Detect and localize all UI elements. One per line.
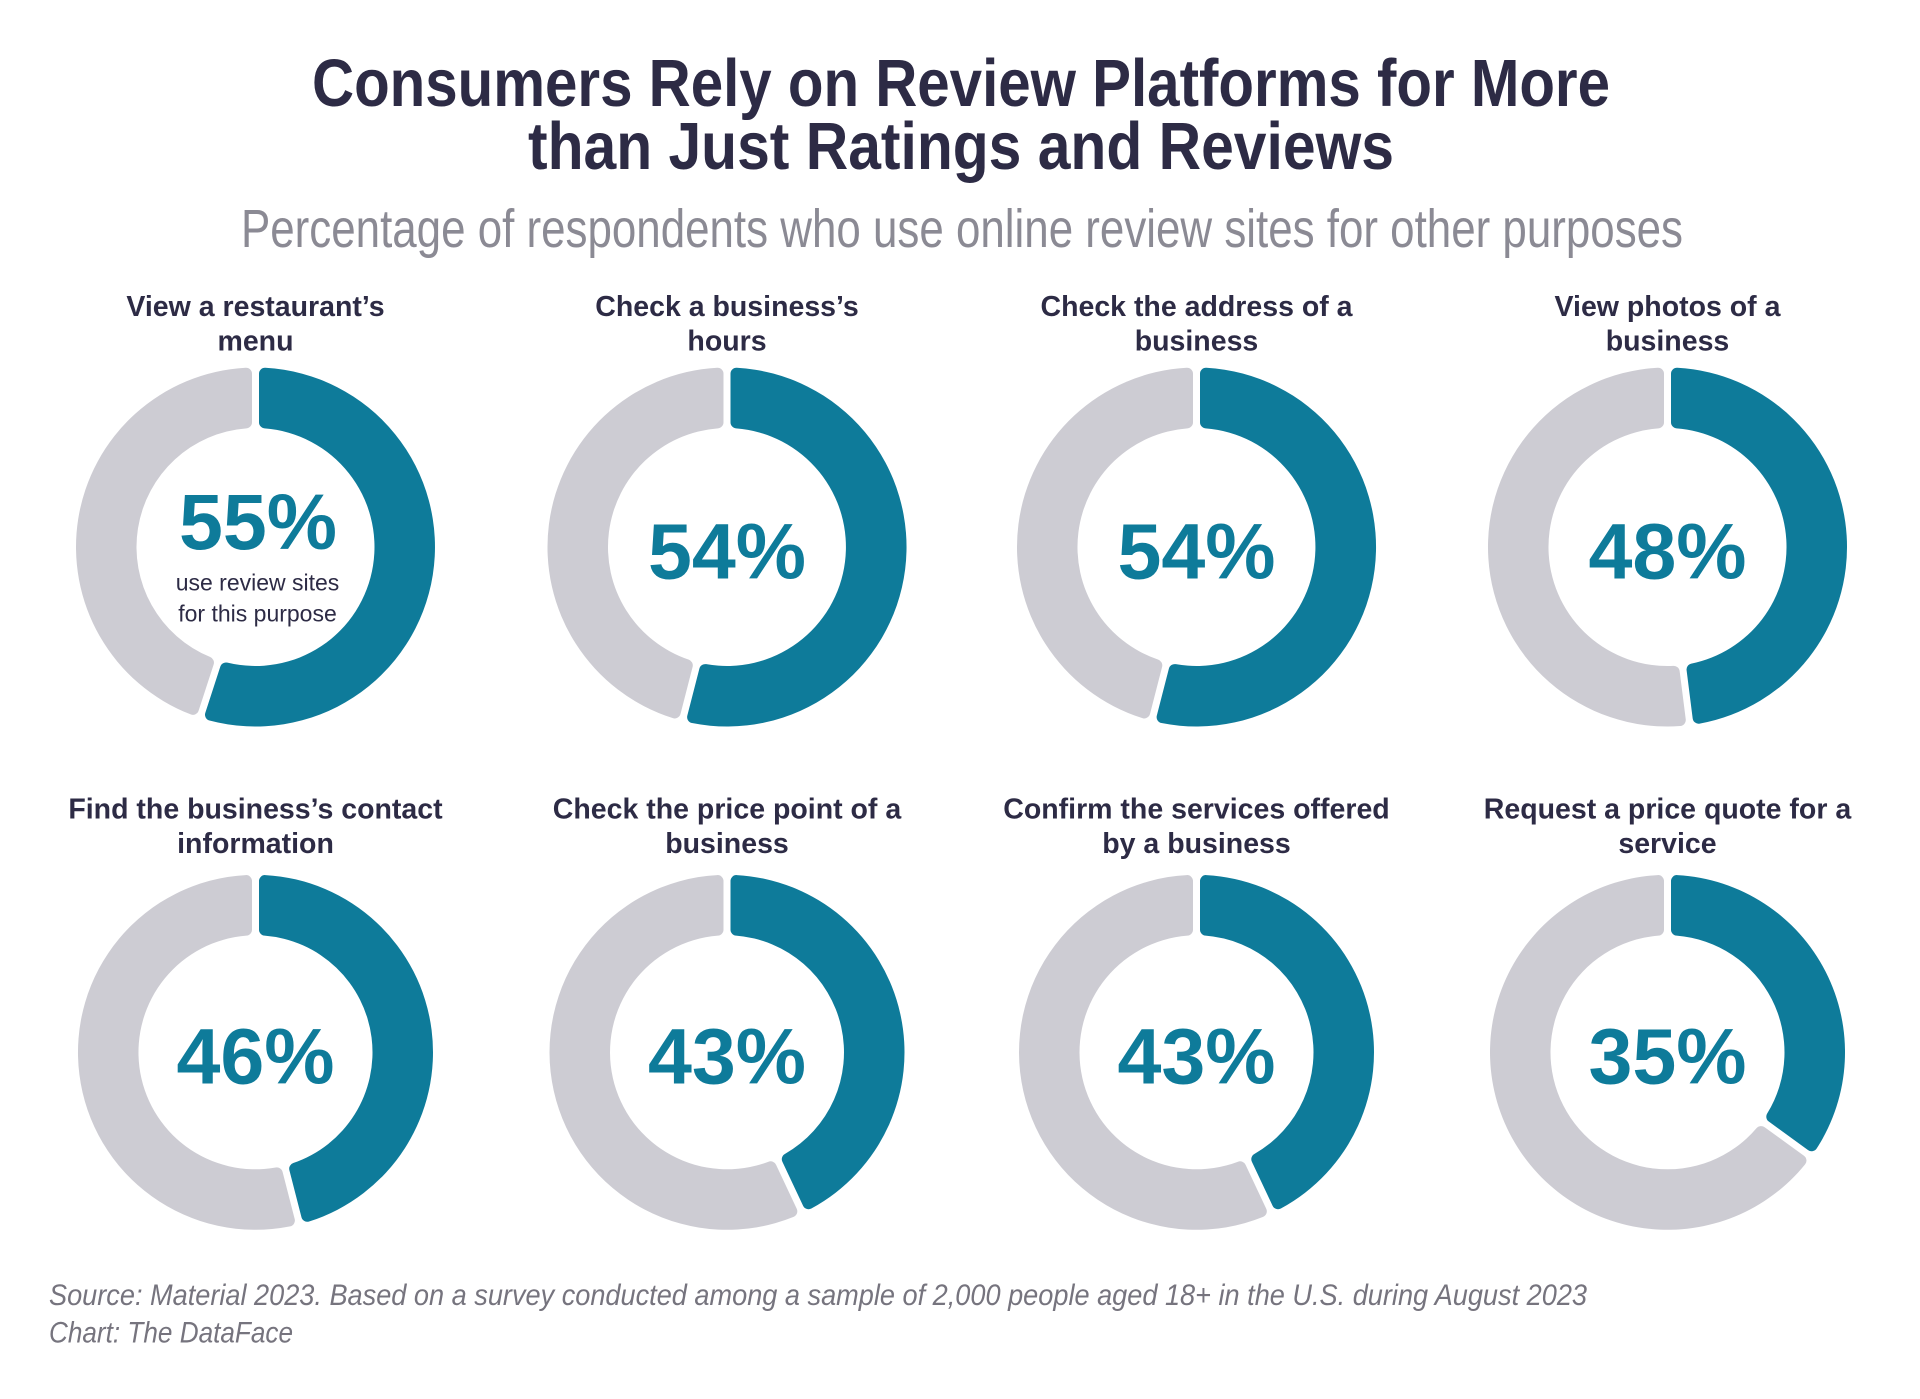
svg-text:43%: 43% (648, 1012, 806, 1101)
svg-text:use review sites: use review sites (176, 570, 340, 596)
svg-text:Find the business’s contact: Find the business’s contact (68, 794, 443, 826)
svg-text:menu: menu (217, 326, 293, 358)
svg-text:Confirm the services offered: Confirm the services offered (1003, 794, 1389, 826)
svg-text:55%: 55% (179, 477, 337, 566)
svg-text:by a business: by a business (1102, 828, 1291, 860)
svg-text:54%: 54% (1117, 507, 1275, 596)
svg-text:business: business (665, 828, 789, 860)
svg-text:Source: Material 2023. Based o: Source: Material 2023. Based on a survey… (49, 1279, 1587, 1312)
svg-text:hours: hours (687, 326, 766, 358)
svg-text:Check the address of a: Check the address of a (1040, 291, 1353, 323)
svg-text:business: business (1135, 326, 1259, 358)
svg-text:46%: 46% (176, 1012, 334, 1101)
svg-text:Request a price quote for a: Request a price quote for a (1484, 794, 1853, 826)
svg-text:54%: 54% (648, 507, 806, 596)
svg-text:View photos of a: View photos of a (1555, 291, 1782, 323)
svg-text:for this purpose: for this purpose (178, 601, 337, 627)
svg-text:35%: 35% (1588, 1012, 1746, 1101)
svg-text:service: service (1618, 828, 1716, 860)
svg-text:information: information (177, 828, 334, 860)
svg-text:48%: 48% (1588, 507, 1746, 596)
svg-text:than Just Ratings and Reviews: than Just Ratings and Reviews (528, 109, 1394, 184)
svg-text:business: business (1606, 326, 1730, 358)
svg-text:Consumers Rely on Review Platf: Consumers Rely on Review Platforms for M… (312, 46, 1610, 121)
svg-text:43%: 43% (1117, 1012, 1275, 1101)
svg-text:Check a business’s: Check a business’s (595, 291, 859, 323)
svg-text:View a restaurant’s: View a restaurant’s (126, 291, 384, 323)
svg-text:Chart: The DataFace: Chart: The DataFace (49, 1317, 293, 1350)
svg-text:Check the price point of a: Check the price point of a (553, 794, 903, 826)
svg-text:Percentage of respondents who: Percentage of respondents who use online… (241, 199, 1683, 259)
